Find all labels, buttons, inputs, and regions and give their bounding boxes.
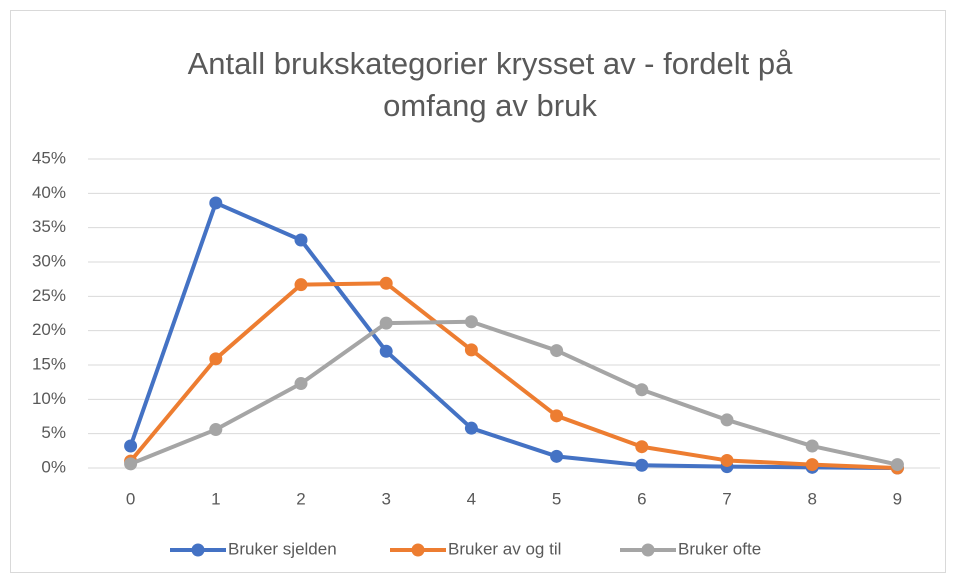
y-tick-label: 45% [32,148,66,167]
x-tick-label: 9 [893,489,902,508]
data-point [464,421,478,435]
data-point [209,196,223,210]
legend-marker [641,543,655,557]
x-tick-label: 3 [381,489,390,508]
y-tick-label: 10% [32,389,66,408]
data-point [294,377,308,391]
x-tick-label: 6 [637,489,646,508]
data-point [635,383,649,397]
x-tick-label: 2 [296,489,305,508]
data-point [550,449,564,463]
chart-border [10,10,946,573]
series-line [129,281,898,470]
y-tick-label: 35% [32,217,66,236]
data-point [124,439,138,453]
x-tick-label: 1 [211,489,220,508]
data-point [209,423,223,437]
data-point [379,316,393,330]
y-tick-label: 30% [32,251,66,270]
x-tick-label: 7 [722,489,731,508]
data-point [805,439,819,453]
legend-marker [191,543,205,557]
data-point [379,344,393,358]
x-tick-label: 4 [467,489,476,508]
data-point [294,233,308,247]
legend-label: Bruker sjelden [228,539,337,558]
data-point [550,344,564,358]
data-point [124,457,138,471]
data-point [294,278,308,292]
y-tick-label: 20% [32,320,66,339]
y-tick-label: 5% [41,423,66,442]
data-point [464,343,478,357]
series-line [129,319,898,467]
series-line [128,200,898,470]
x-tick-label: 0 [126,489,135,508]
data-point [550,409,564,423]
data-point [464,315,478,329]
chart-title: omfang av bruk [383,88,597,123]
y-tick-label: 15% [32,354,66,373]
data-point [635,440,649,454]
y-tick-label: 25% [32,286,66,305]
data-point [720,413,734,427]
data-point [720,453,734,467]
data-point [209,352,223,366]
data-point [890,458,904,472]
x-tick-label: 5 [552,489,561,508]
legend-label: Bruker ofte [678,539,761,558]
data-point [379,276,393,290]
data-point [805,458,819,472]
chart-title: Antall brukskategorier krysset av - ford… [188,46,794,81]
legend-label: Bruker av og til [448,539,561,558]
y-tick-label: 0% [41,457,66,476]
legend-marker [411,543,425,557]
data-point [635,458,649,472]
x-tick-label: 8 [807,489,816,508]
y-tick-label: 40% [32,183,66,202]
